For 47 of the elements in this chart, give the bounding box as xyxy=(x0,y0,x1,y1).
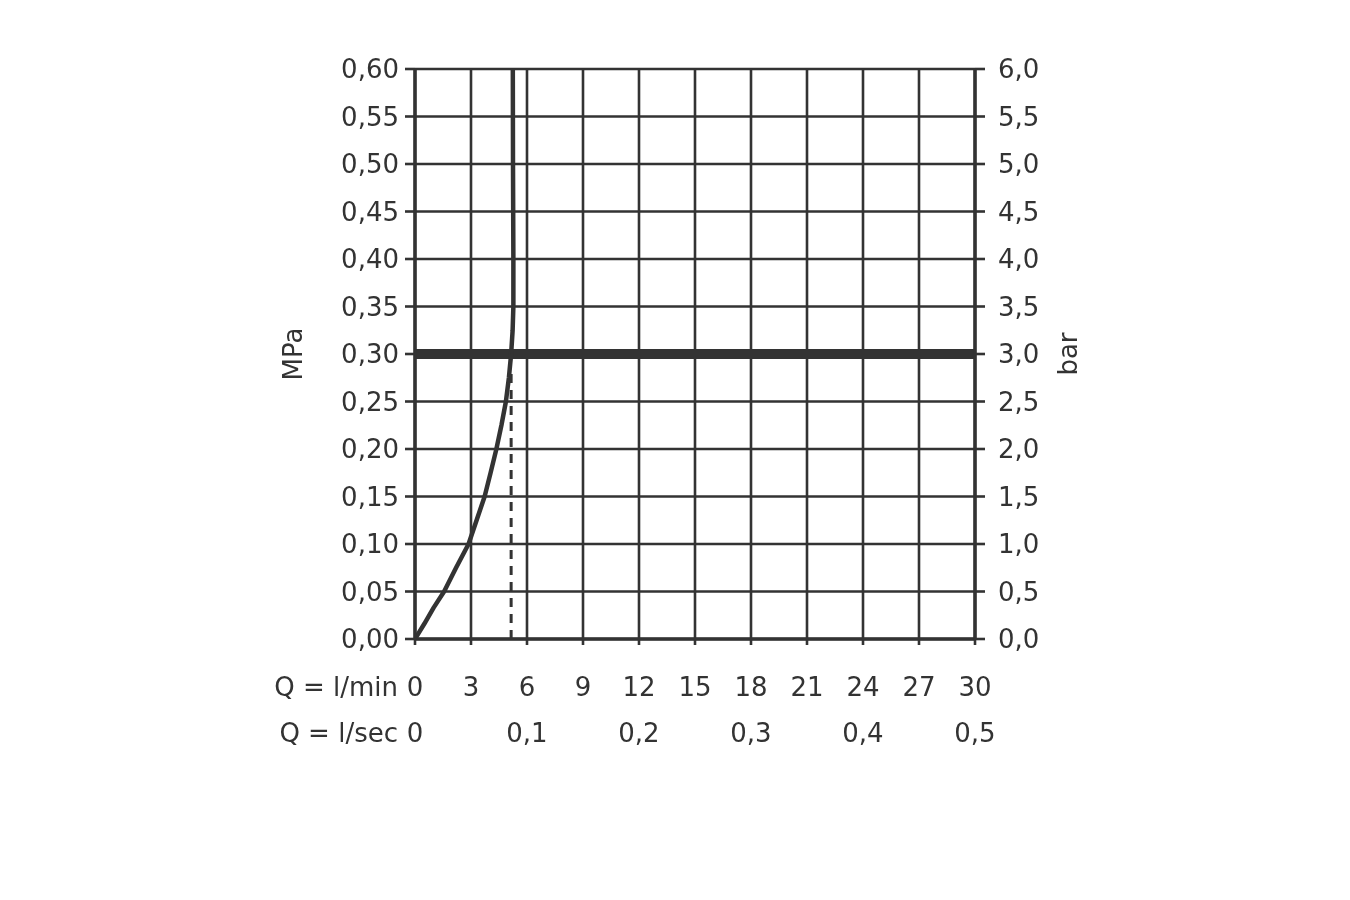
y2-axis-title: bar xyxy=(1053,332,1083,376)
y-tick-label: 0,60 xyxy=(341,54,399,85)
x-tick-label: 21 xyxy=(790,672,824,703)
x-tick-label: 30 xyxy=(958,672,992,703)
x2-tick-label: 0,2 xyxy=(618,718,660,748)
y-tick-label: 0,05 xyxy=(341,576,399,607)
y2-tick-label: 6,0 xyxy=(998,54,1040,85)
x-tick-label: 6 xyxy=(518,672,536,703)
y2-tick-label: 5,5 xyxy=(998,101,1040,132)
y-tick-label: 0,45 xyxy=(341,196,399,227)
y2-tick-label: 4,0 xyxy=(998,244,1040,275)
x2-axis-title: Q = l/sec xyxy=(279,718,398,748)
y2-tick-label: 3,5 xyxy=(998,291,1040,322)
y-tick-label: 0,15 xyxy=(341,481,399,512)
y2-tick-label: 4,5 xyxy=(998,196,1040,227)
x-tick-label: 3 xyxy=(462,672,480,703)
y-axis-title: MPa xyxy=(278,327,308,381)
x2-tick-label: 0,3 xyxy=(730,718,772,748)
y2-tick-label: 3,0 xyxy=(998,339,1040,370)
y-tick-label: 0,50 xyxy=(341,149,399,180)
y2-tick-label: 2,5 xyxy=(998,386,1040,417)
x-tick-label: 12 xyxy=(622,672,656,703)
y-tick-label: 0,00 xyxy=(341,624,399,655)
x-tick-label: 18 xyxy=(734,672,768,703)
y2-tick-label: 1,5 xyxy=(998,481,1040,512)
x-tick-label: 9 xyxy=(574,672,592,703)
y2-tick-label: 0,5 xyxy=(998,576,1040,607)
y-tick-label: 0,25 xyxy=(341,386,399,417)
y-tick-label: 0,35 xyxy=(341,291,399,322)
x2-tick-label: 0,5 xyxy=(954,718,996,748)
x2-tick-label: 0,1 xyxy=(506,718,548,748)
y-tick-label: 0,10 xyxy=(341,529,399,560)
x-tick-label: 27 xyxy=(902,672,936,703)
x-axis-title: Q = l/min xyxy=(274,672,398,702)
y-tick-label: 0,20 xyxy=(341,434,399,465)
x2-tick-label: 0 xyxy=(406,718,424,748)
y-tick-label: 0,40 xyxy=(341,244,399,275)
x-tick-label: 15 xyxy=(678,672,712,703)
x-tick-label: 0 xyxy=(406,672,424,703)
y2-tick-label: 5,0 xyxy=(998,149,1040,180)
y2-tick-label: 1,0 xyxy=(998,529,1040,560)
y-tick-label: 0,30 xyxy=(341,339,399,370)
y-tick-label: 0,55 xyxy=(341,101,399,132)
y2-tick-label: 2,0 xyxy=(998,434,1040,465)
x2-tick-label: 0,4 xyxy=(842,718,884,748)
y2-tick-label: 0,0 xyxy=(998,624,1040,655)
x-tick-label: 24 xyxy=(846,672,880,703)
